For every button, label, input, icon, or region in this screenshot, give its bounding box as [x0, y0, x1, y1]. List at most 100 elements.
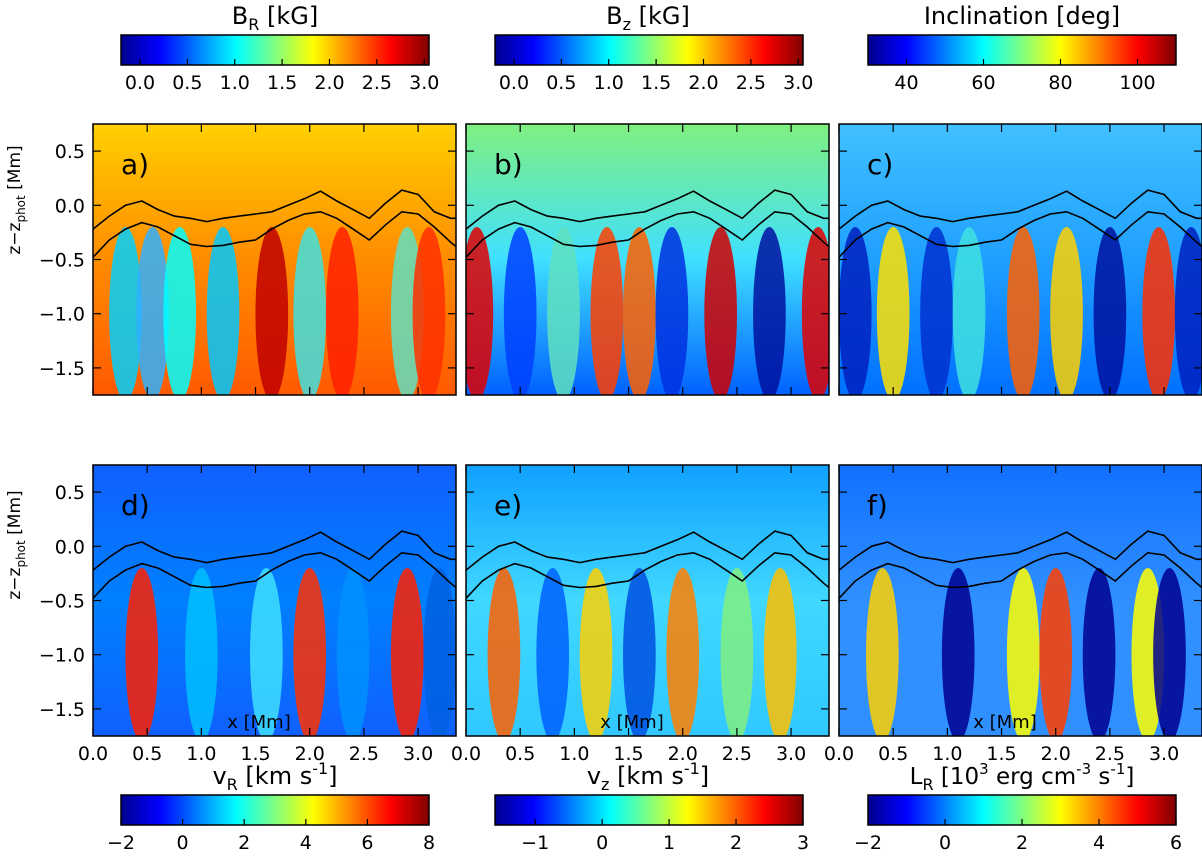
heatmap-structure [941, 568, 975, 736]
heatmap-structure [487, 568, 521, 736]
colorbar-vz: vz [km s-1] −1 0 1 2 3 [494, 759, 809, 854]
heatmap-structure [801, 227, 829, 395]
x-tick-label: 2.0 [668, 743, 698, 765]
heatmap-structure [503, 227, 537, 395]
heatmap-structure [666, 568, 700, 736]
heatmap-structure [390, 568, 424, 736]
contour-upper [839, 189, 1202, 230]
colorbar-lr: LR [103 erg cm-3 s-1] −2 0 2 4 6 [854, 760, 1182, 854]
heatmap-structure [125, 568, 159, 736]
xlabel-a: x [Mm] [227, 712, 290, 733]
x-tick-label: 2.5 [349, 743, 379, 765]
x-tick-label: 3.0 [776, 743, 806, 765]
x-tick-label: 2.0 [295, 743, 325, 765]
heatmap-structure [466, 227, 494, 395]
y-tick-label: 0.0 [55, 536, 85, 558]
panel-label: c) [867, 148, 893, 181]
panel-label: a) [121, 148, 149, 181]
colorbar-tick-label: 3 [797, 832, 809, 854]
contour-upper [93, 530, 456, 571]
colorbar-tick-label: 80 [1048, 72, 1072, 94]
heatmap-structure [250, 568, 283, 736]
panel-a: a) 0.5 0.0 −0.5 −1.0 −1.5 [39, 123, 457, 396]
colorbar-vz-title: vz [km s-1] [587, 759, 709, 794]
colorbar-tick-label: 6 [361, 832, 373, 854]
panel-b: b) [465, 123, 830, 396]
panel-b-heatmap [466, 124, 829, 395]
heatmap-structure [952, 227, 986, 395]
colorbar-tick-label: 0 [596, 832, 608, 854]
colorbar-tick-label: 2 [730, 832, 742, 854]
y-tick-label: 0.5 [55, 141, 85, 163]
heatmap-structure [547, 227, 580, 395]
colorbar-br-title: BR [kG] [232, 2, 318, 34]
colorbar-tick-label: −1 [521, 832, 549, 854]
heatmap-structure [623, 568, 656, 736]
colorbar-inclination: Inclination [deg] 40 60 80 100 [867, 2, 1177, 94]
colorbar-tick-label: 6 [1170, 832, 1182, 854]
heatmap-structure [163, 227, 197, 395]
x-tick-label: 1.0 [559, 743, 589, 765]
y-tick-label: −1.5 [39, 699, 85, 721]
heatmap-structure [255, 227, 289, 395]
heatmap-structure [763, 568, 797, 736]
y-tick-label: −1.0 [39, 645, 85, 667]
heatmap-structure [1082, 568, 1116, 736]
colorbar-tick-label: 2.0 [688, 72, 718, 94]
colorbar-inclination-title: Inclination [deg] [924, 2, 1120, 30]
x-tick-label: 1.5 [240, 743, 270, 765]
colorbar-tick-label: 2 [1016, 832, 1028, 854]
x-tick-label: 3.0 [1149, 743, 1179, 765]
y-tick-label: −1.0 [39, 304, 85, 326]
heatmap-structure [1039, 568, 1073, 736]
contour-upper [839, 530, 1202, 571]
colorbar-tick-label: 1.5 [267, 72, 297, 94]
heatmap-structure [920, 227, 953, 395]
colorbar-tick-label: 4 [1093, 832, 1105, 854]
colorbar-bz-title: Bz [kG] [606, 2, 690, 34]
panel-a-heatmap [93, 124, 456, 395]
heatmap-structure [866, 568, 899, 736]
colorbar-tick-label: 0.0 [125, 72, 155, 94]
heatmap-structure [185, 568, 218, 736]
colorbar-lr-title: LR [103 erg cm-3 s-1] [910, 760, 1135, 794]
colorbar-vr-gradient [120, 794, 430, 826]
heatmap-structure [325, 227, 359, 395]
colorbar-tick-label: −2 [854, 832, 882, 854]
heatmap-structure [720, 568, 754, 736]
y-tick-label: −0.5 [39, 250, 85, 272]
colorbar-tick-label: 1.0 [220, 72, 250, 94]
contour-upper [466, 189, 829, 230]
colorbar-vr: vR [km s-1] −2 0 2 4 6 8 [107, 759, 435, 854]
colorbar-tick-label: 1.0 [594, 72, 624, 94]
colorbar-br: BR [kG] 0.0 0.5 1.0 1.5 2.0 2.5 3.0 [120, 2, 439, 94]
panel-d-heatmap [93, 465, 456, 736]
colorbar-tick-label: 0.5 [546, 72, 576, 94]
y-tick-label: −1.5 [39, 358, 85, 380]
colorbar-tick-label: 0.5 [172, 72, 202, 94]
contour-lower [93, 210, 456, 258]
x-tick-label: 0.5 [132, 743, 162, 765]
heatmap-structure [1006, 227, 1040, 395]
colorbar-tick-label: 8 [423, 832, 435, 854]
colorbar-tick-label: 60 [971, 72, 995, 94]
panel-label: b) [494, 148, 523, 181]
contour-upper [466, 530, 829, 571]
colorbar-tick-label: 0 [177, 832, 189, 854]
x-tick-label: 1.0 [932, 743, 962, 765]
panel-f-heatmap [839, 465, 1202, 736]
heatmap-structure [623, 227, 656, 395]
heatmap-structure [1153, 568, 1186, 736]
y-tick-label: 0.0 [55, 195, 85, 217]
colorbar-tick-label: 2.0 [314, 72, 344, 94]
heatmap-structure [753, 227, 786, 395]
contour-lower [839, 210, 1202, 258]
colorbar-tick-label: 2.5 [736, 72, 766, 94]
heatmap-structure [590, 227, 624, 395]
heatmap-structure [876, 227, 910, 395]
heatmap-structure [1006, 568, 1040, 736]
y-tick-label: −0.5 [39, 591, 85, 613]
contour-upper [93, 189, 456, 230]
heatmap-structure [1142, 227, 1175, 395]
